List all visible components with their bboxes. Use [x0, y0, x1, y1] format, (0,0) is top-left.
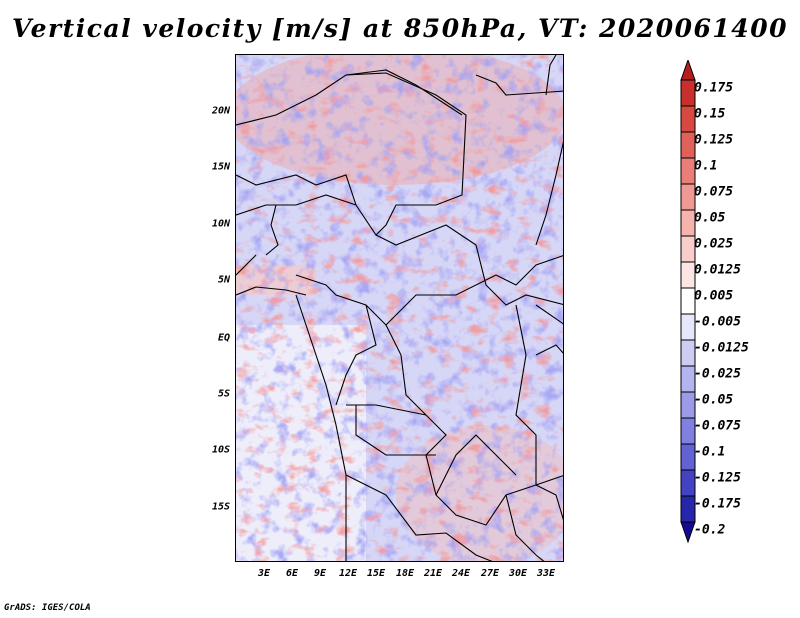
colorbar-segment — [680, 287, 696, 315]
colorbar-label: 0.175 — [694, 80, 734, 96]
grads-credit: GrADS: IGES/COLA — [4, 603, 91, 613]
colorbar-label: 0.075 — [694, 184, 734, 200]
colorbar-label: -0.075 — [694, 418, 741, 434]
lat-tick-label: 20N — [211, 105, 230, 117]
colorbar-segment — [680, 235, 696, 263]
colorbar-label: 0.1 — [694, 158, 718, 174]
colorbar-label: 0.125 — [694, 132, 734, 148]
colorbar-label: -0.125 — [694, 470, 741, 486]
colorbar — [680, 60, 696, 544]
colorbar-label: 0.005 — [694, 288, 734, 304]
colorbar-label: -0.0125 — [694, 340, 749, 356]
lon-tick-label: 9E — [313, 568, 327, 579]
colorbar-segment — [680, 521, 696, 544]
colorbar-label: -0.2 — [694, 522, 726, 538]
colorbar-segment — [680, 261, 696, 289]
lat-tick-label: EQ — [217, 332, 230, 344]
colorbar-label: -0.05 — [694, 392, 734, 408]
colorbar-segment — [680, 60, 696, 81]
lat-tick-label: 10N — [211, 218, 230, 230]
colorbar-segment — [680, 469, 696, 497]
colorbar-label: 0.025 — [694, 236, 734, 252]
lat-tick-label: 15S — [211, 501, 230, 513]
colorbar-segment — [680, 209, 696, 237]
colorbar-label: 0.0125 — [694, 262, 741, 278]
lon-tick-label: 24E — [451, 568, 471, 579]
lat-tick-label: 15N — [211, 161, 230, 173]
colorbar-label: 0.15 — [694, 106, 726, 122]
lon-tick-label: 21E — [423, 568, 443, 579]
lat-tick-label: 5S — [217, 388, 230, 400]
lon-tick-label: 27E — [480, 568, 500, 579]
lon-tick-label: 6E — [285, 568, 299, 579]
colorbar-segment — [680, 365, 696, 393]
lat-tick-label: 10S — [211, 444, 230, 456]
lat-tick-label: 5N — [217, 274, 230, 286]
colorbar-label: -0.025 — [694, 366, 741, 382]
colorbar-label: 0.05 — [694, 210, 726, 226]
velocity-field-svg — [236, 55, 563, 561]
speckle-field — [236, 55, 563, 561]
map-title: Vertical velocity [m/s] at 850hPa, VT: 2… — [11, 14, 788, 43]
lon-tick-label: 12E — [338, 568, 358, 579]
colorbar-label: -0.1 — [694, 444, 726, 460]
colorbar-segment — [680, 391, 696, 419]
colorbar-segment — [680, 443, 696, 471]
lon-tick-label: 15E — [366, 568, 386, 579]
lon-tick-label: 18E — [395, 568, 415, 579]
map-plot-area — [235, 54, 564, 562]
colorbar-segment — [680, 495, 696, 523]
colorbar-segment — [680, 339, 696, 367]
lon-tick-label: 30E — [508, 568, 528, 579]
colorbar-segment — [680, 183, 696, 211]
colorbar-segment — [680, 131, 696, 159]
colorbar-segment — [680, 417, 696, 445]
colorbar-label: -0.175 — [694, 496, 741, 512]
colorbar-segment — [680, 79, 696, 107]
lon-tick-label: 33E — [536, 568, 556, 579]
colorbar-segment — [680, 157, 696, 185]
colorbar-label: -0.005 — [694, 314, 741, 330]
country-borders — [236, 55, 563, 561]
colorbar-segment — [680, 313, 696, 341]
colorbar-segment — [680, 105, 696, 133]
lon-tick-label: 3E — [257, 568, 271, 579]
